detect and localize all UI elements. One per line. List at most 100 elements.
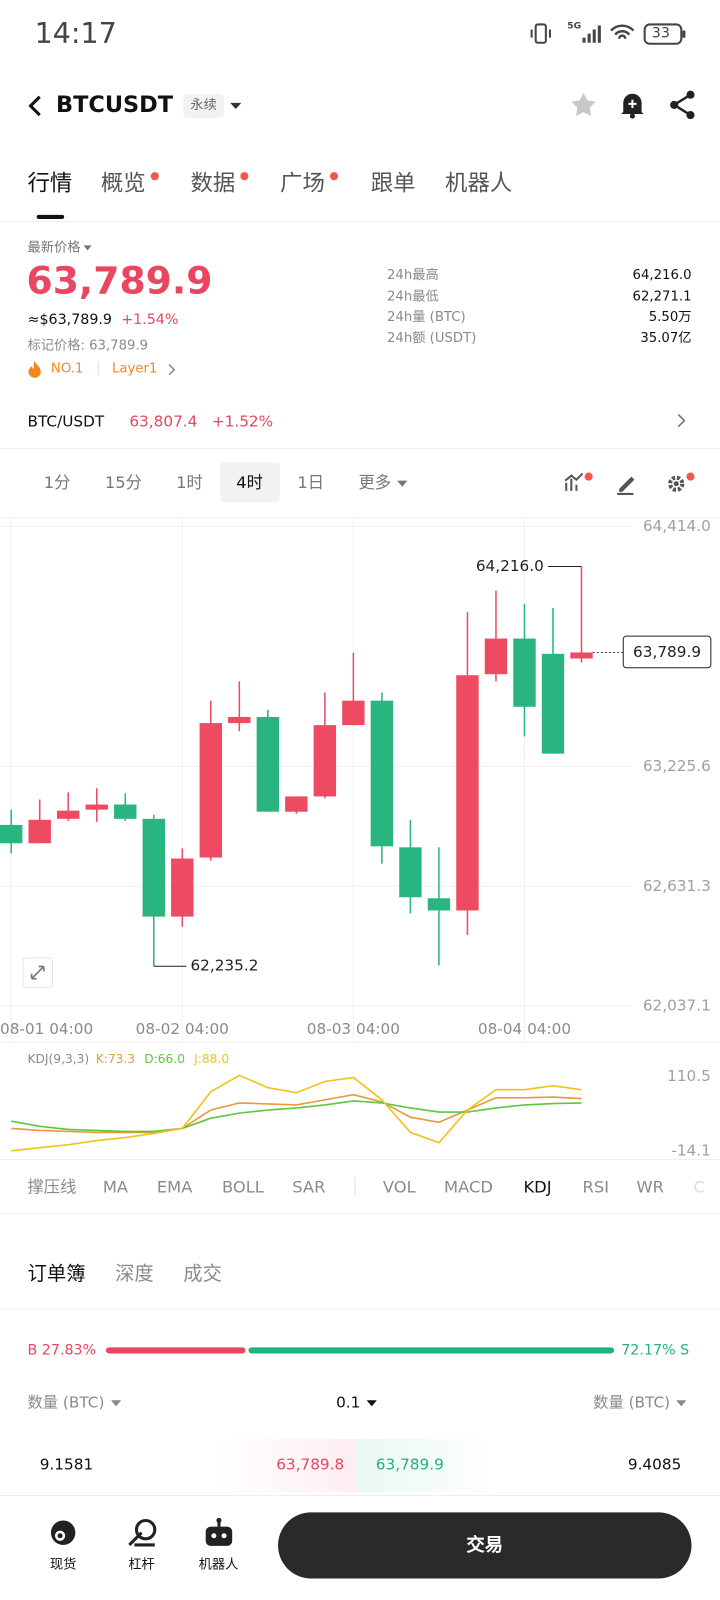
- usd-price: ≈$63,789.9: [27, 311, 113, 328]
- candle-body: [85, 804, 108, 810]
- legend-entry: D:66.0: [144, 1052, 185, 1067]
- badge: [150, 172, 159, 181]
- indicator[interactable]: SAR: [292, 1177, 326, 1197]
- stat-value: 5.50万: [648, 309, 692, 325]
- candle-body: [313, 725, 337, 797]
- indicator[interactable]: KDJ: [523, 1177, 552, 1197]
- trade-button[interactable]: 交易: [278, 1512, 692, 1579]
- price-box-label: 63,789.9: [633, 643, 701, 661]
- rank[interactable]: NO.1: [50, 361, 84, 377]
- precision-select[interactable]: 0.1: [336, 1395, 377, 1410]
- indicator[interactable]: BOLL: [222, 1177, 264, 1197]
- tab[interactable]: 行情: [27, 171, 73, 197]
- interval[interactable]: 1日: [297, 472, 325, 492]
- candle-body: [199, 723, 223, 858]
- candle-body: [427, 898, 451, 911]
- interval[interactable]: 1分: [43, 472, 71, 492]
- divider: [0, 1158, 720, 1160]
- legend-entry: K:73.3: [95, 1052, 136, 1067]
- nav-item[interactable]: 杠杆: [128, 1557, 155, 1573]
- column-header[interactable]: 数量 (BTC): [593, 1393, 687, 1412]
- candle-body: [570, 652, 593, 659]
- expand-button[interactable]: [22, 957, 53, 988]
- badge: [329, 172, 339, 181]
- x-tick-label: 08-01 04:00: [0, 1020, 93, 1038]
- price-label[interactable]: 最新价格: [27, 241, 92, 255]
- y-tick-label: 62,631.3: [643, 877, 711, 895]
- candle-body: [484, 638, 508, 675]
- candle-body: [541, 653, 565, 754]
- sector[interactable]: Layer1: [112, 361, 158, 377]
- indicator[interactable]: VOL: [382, 1177, 416, 1197]
- candle-body: [28, 819, 51, 844]
- header-icons[interactable]: [568, 90, 700, 121]
- separator: [354, 1177, 356, 1196]
- stat-value: 64,216.0: [632, 267, 692, 284]
- indicator[interactable]: EMA: [156, 1177, 193, 1197]
- y-tick-label: 110.5: [667, 1067, 711, 1085]
- nav-item[interactable]: 现货: [49, 1557, 77, 1573]
- x-tick-label: 08-02 04:00: [136, 1020, 229, 1038]
- network: 5G: [567, 21, 582, 32]
- kdj-line: [11, 1074, 582, 1152]
- chevron[interactable]: [676, 412, 686, 428]
- back-button[interactable]: [26, 94, 46, 118]
- spot-pair[interactable]: BTC/USDT: [27, 412, 105, 431]
- column-header[interactable]: 数量 (BTC): [27, 1395, 121, 1410]
- interval-more[interactable]: 更多: [358, 472, 408, 492]
- bid-size: 9.1581: [39, 1455, 94, 1474]
- sell-ratio-bar: [248, 1347, 615, 1354]
- contract-tag: 永续: [183, 93, 225, 119]
- tab[interactable]: 数据: [190, 171, 236, 197]
- max-label: 64,216.0: [476, 557, 544, 575]
- y-tick-label: 62,037.1: [643, 997, 711, 1015]
- status-time: 14:17: [34, 16, 117, 50]
- ask-size: 9.4085: [627, 1455, 682, 1474]
- x-tick-label: 08-04 04:00: [478, 1020, 571, 1038]
- indicator[interactable]: WR: [636, 1177, 664, 1197]
- interval[interactable]: 1时: [176, 472, 203, 492]
- battery-level: 33: [651, 25, 670, 42]
- candle-body: [228, 716, 251, 724]
- min-label: 62,235.2: [190, 957, 258, 975]
- tab[interactable]: 概览: [100, 171, 146, 197]
- nav-item[interactable]: 机器人: [198, 1557, 239, 1573]
- chart-tools[interactable]: [562, 468, 699, 497]
- ask-price[interactable]: 63,789.9: [375, 1455, 444, 1474]
- orderbook-tab[interactable]: 深度: [115, 1262, 154, 1286]
- symbol[interactable]: BTCUSDT: [56, 92, 174, 119]
- orderbook-tab[interactable]: 订单簿: [27, 1262, 86, 1286]
- orderbook-tab[interactable]: 成交: [183, 1262, 223, 1286]
- indicator[interactable]: RSI: [582, 1177, 610, 1197]
- tab[interactable]: 广场: [280, 171, 325, 197]
- status-icons: [530, 23, 686, 45]
- spot-price: 63,807.4: [129, 412, 198, 431]
- interval[interactable]: 15分: [104, 472, 142, 492]
- interval: 更多: [358, 472, 392, 492]
- badge: [240, 172, 249, 181]
- column-label: 数量 (BTC): [593, 1393, 671, 1412]
- last-price: 63,789.9: [26, 258, 213, 303]
- fire-icon: [28, 360, 41, 378]
- stat-label: 24h最低: [386, 289, 439, 305]
- tab[interactable]: 跟单: [370, 171, 416, 197]
- bid-depth: [216, 1438, 357, 1492]
- interval[interactable]: 4时: [236, 472, 263, 492]
- symbol-dropdown[interactable]: [229, 100, 243, 112]
- indicator[interactable]: MACD: [444, 1177, 493, 1197]
- tab[interactable]: 机器人: [445, 171, 513, 197]
- stat-label: 24h最高: [386, 267, 439, 284]
- nav-icons: [50, 1517, 233, 1547]
- indicator-overflow: C: [693, 1177, 705, 1197]
- candle-body: [370, 700, 394, 847]
- buy-ratio-bar: [105, 1347, 246, 1354]
- indicator[interactable]: 撑压线: [27, 1177, 77, 1197]
- legend-entry: J:88.0: [194, 1052, 230, 1067]
- y-tick-label: 64,414.0: [643, 517, 711, 535]
- separator: [97, 361, 99, 376]
- y-tick-label: -14.1: [671, 1141, 710, 1159]
- kdj-line: [11, 1093, 582, 1134]
- indicator[interactable]: MA: [102, 1177, 129, 1197]
- bid-price[interactable]: 63,789.8: [276, 1455, 345, 1474]
